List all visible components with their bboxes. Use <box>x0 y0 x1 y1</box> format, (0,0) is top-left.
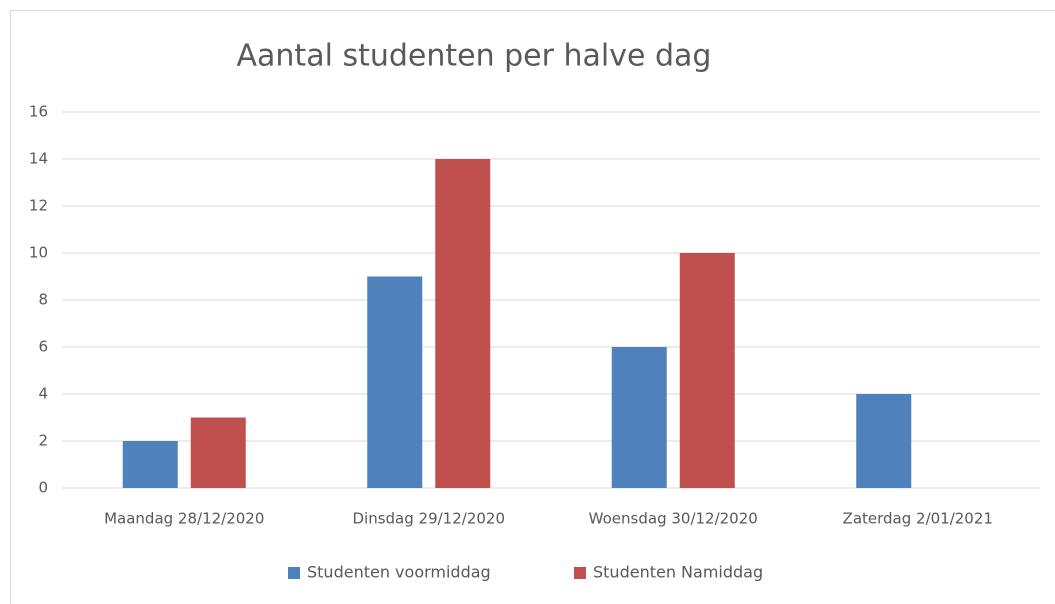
bar <box>679 253 735 488</box>
y-tick-label: 14 <box>29 150 48 168</box>
y-tick-label: 16 <box>29 103 48 121</box>
legend-label: Studenten voormiddag <box>307 563 491 582</box>
y-tick-label: 6 <box>38 338 48 356</box>
y-tick-label: 12 <box>29 197 48 215</box>
chart-title: Aantal studenten per halve dag <box>237 39 712 74</box>
bar <box>190 417 246 488</box>
x-tick-label: Zaterdag 2/01/2021 <box>843 510 993 528</box>
x-tick-label: Dinsdag 29/12/2020 <box>353 510 506 528</box>
y-tick-label: 0 <box>38 479 48 497</box>
x-tick-label: Woensdag 30/12/2020 <box>589 510 758 528</box>
bar <box>435 159 491 488</box>
legend-swatch <box>288 567 300 579</box>
x-tick-label: Maandag 28/12/2020 <box>104 510 264 528</box>
bar <box>856 394 912 488</box>
y-tick-label: 10 <box>29 244 48 262</box>
bar <box>122 441 178 488</box>
y-tick-label: 8 <box>38 291 48 309</box>
y-tick-label: 2 <box>38 432 48 450</box>
legend-label: Studenten Namiddag <box>593 563 763 582</box>
chart-border <box>10 10 1055 604</box>
y-tick-label: 4 <box>38 385 48 403</box>
legend-swatch <box>574 567 586 579</box>
bar <box>611 347 667 488</box>
bar <box>367 276 423 488</box>
